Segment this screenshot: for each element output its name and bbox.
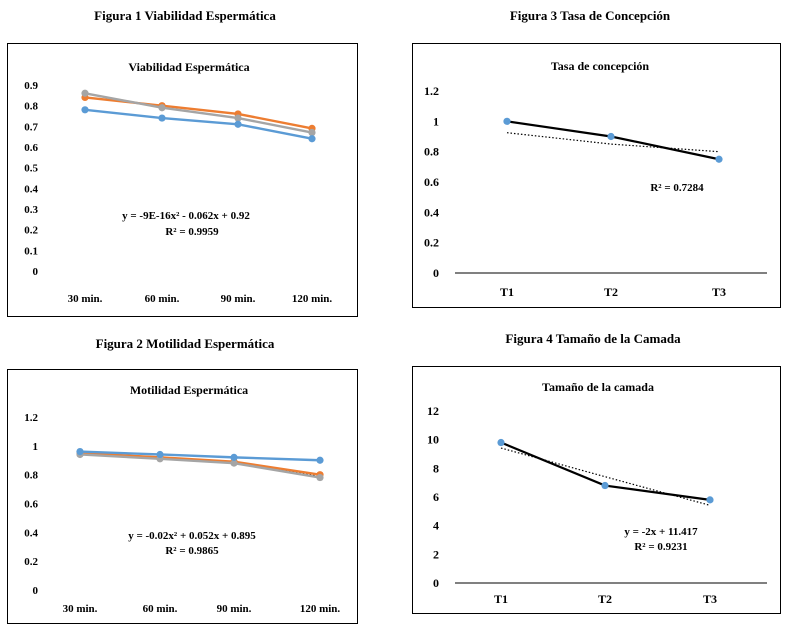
x-tick-label: 30 min. — [63, 603, 98, 615]
y-tick-label: 1 — [33, 441, 39, 453]
y-tick-label: 0 — [433, 576, 439, 590]
series-line-1 — [79, 451, 321, 476]
series-line-1 — [506, 120, 720, 161]
y-tick-label: 0.8 — [24, 101, 38, 113]
y-tick-label: 0 — [433, 266, 439, 280]
data-point-2-2 — [158, 104, 166, 112]
data-point-3-2 — [156, 450, 164, 459]
x-tick-label: T1 — [500, 285, 514, 299]
y-tick-label: 0 — [33, 266, 39, 278]
x-tick-label: T2 — [598, 592, 612, 606]
figure-1-caption: Figura 1 Viabilidad Espermática — [94, 8, 276, 23]
y-tick-label: 0.8 — [424, 145, 439, 159]
r-squared-label: R² = 0.9959 — [165, 226, 219, 238]
x-tick-label: 120 min. — [300, 603, 341, 615]
motilidad-chart: Motilidad Espermática 0 0.2 0.4 0.6 0.8 1 1.2 30… — [7, 369, 358, 624]
y-tick-label: 0.7 — [24, 121, 38, 133]
chart-title: Viabilidad Espermática — [128, 60, 249, 74]
data-point-2-4 — [316, 473, 324, 482]
data-point-1-2 — [601, 481, 609, 490]
x-tick-label: T3 — [712, 285, 726, 299]
y-tick-label: 0.4 — [24, 183, 38, 195]
chart-title: Tasa de concepción — [551, 59, 650, 73]
tasa-concepcion-chart: Tasa de concepción 0 0.2 0.4 0.6 0.8 1 1.2 T1 T2 T… — [412, 43, 781, 308]
data-point-3-1 — [76, 448, 84, 456]
y-tick-label: 2 — [433, 547, 439, 561]
tamano-camada-chart-svg: Tamaño de la camada 0 2 4 6 8 10 12 T1 T2 T3 y = -2… — [427, 380, 767, 606]
x-tick-label: 60 min. — [143, 603, 178, 615]
trendline-equation: y = -2x + 11.417 — [624, 526, 698, 538]
data-point-1-2 — [607, 132, 615, 141]
y-tick-label: 0.8 — [24, 470, 38, 482]
x-tick-label: 120 min. — [292, 293, 333, 305]
r-squared-label: R² = 0.9865 — [165, 545, 219, 557]
x-tick-label: 60 min. — [145, 293, 180, 305]
series-line-1 — [500, 441, 711, 501]
x-tick-label: T3 — [703, 592, 717, 606]
viabilidad-chart: Viabilidad Espermática 0 0.1 0.2 0.3 0.4 0.5 0.… — [7, 43, 358, 317]
y-tick-label: 6 — [433, 490, 439, 504]
x-tick-label: 30 min. — [68, 293, 103, 305]
chart-title: Tamaño de la camada — [542, 380, 654, 394]
x-tick-label: T2 — [604, 285, 618, 299]
data-point-2-3 — [234, 114, 242, 122]
y-tick-label: 0 — [33, 585, 39, 597]
data-point-3-3 — [234, 120, 242, 128]
y-tick-label: 1 — [433, 114, 439, 128]
motilidad-chart-svg: Motilidad Espermática 0 0.2 0.4 0.6 0.8 1 1.2 30… — [24, 383, 341, 615]
data-point-2-1 — [81, 89, 89, 97]
r-squared-label: R² = 0.7284 — [650, 182, 704, 194]
y-tick-label: 0.6 — [24, 499, 38, 511]
data-point-1-1 — [497, 438, 505, 447]
data-point-3-2 — [158, 114, 166, 122]
chart-title: Motilidad Espermática — [130, 383, 248, 397]
y-tick-label: 0.2 — [24, 225, 38, 237]
x-tick-label: 90 min. — [217, 603, 252, 615]
trendline-equation: y = -9E-16x² - 0.062x + 0.92 — [122, 210, 250, 222]
y-tick-label: 0.2 — [424, 236, 439, 250]
y-tick-label: 0.1 — [24, 245, 38, 257]
y-tick-label: 1.2 — [24, 412, 38, 424]
y-tick-label: 8 — [433, 461, 439, 475]
y-tick-label: 0.4 — [24, 527, 38, 539]
y-tick-label: 0.6 — [424, 175, 439, 189]
data-point-3-4 — [308, 135, 316, 143]
data-point-2-3 — [230, 459, 238, 467]
series-line-3 — [79, 450, 321, 462]
y-tick-label: 12 — [427, 404, 439, 418]
figure-3-caption: Figura 3 Tasa de Concepción — [509, 8, 671, 23]
y-tick-label: 0.9 — [24, 80, 38, 92]
series-line-2 — [79, 453, 321, 479]
r-squared-label: R² = 0.9231 — [634, 541, 687, 553]
x-tick-label: 90 min. — [221, 293, 256, 305]
data-point-3-1 — [81, 106, 89, 114]
data-point-3-3 — [230, 453, 238, 461]
tamano-camada-chart: Tamaño de la camada 0 2 4 6 8 10 12 T1 T2 T3 y = -2… — [412, 366, 781, 614]
data-point-3-4 — [316, 456, 324, 464]
y-tick-label: 0.4 — [424, 205, 439, 219]
figure-4-caption: Figura 4 Tamaño de la Camada — [505, 331, 681, 346]
y-tick-label: 0.6 — [24, 142, 38, 154]
y-tick-label: 0.3 — [24, 204, 38, 216]
y-tick-label: 1.2 — [424, 84, 439, 98]
y-tick-label: 10 — [427, 433, 439, 447]
y-tick-label: 4 — [433, 519, 439, 533]
data-point-1-3 — [706, 496, 714, 504]
series-line-3 — [84, 108, 313, 140]
x-tick-label: T1 — [494, 592, 508, 606]
trendline-equation: y = -0.02x² + 0.052x + 0.895 — [128, 530, 256, 542]
data-point-1-3 — [715, 155, 723, 163]
data-point-1-1 — [503, 117, 511, 125]
y-tick-label: 0.5 — [24, 163, 38, 175]
tasa-concepcion-chart-svg: Tasa de concepción 0 0.2 0.4 0.6 0.8 1 1.2 T1 T2 T… — [424, 59, 767, 299]
viabilidad-chart-svg: Viabilidad Espermática 0 0.1 0.2 0.3 0.4 0.5 0.… — [24, 60, 333, 305]
data-point-2-4 — [308, 128, 316, 137]
y-tick-label: 0.2 — [24, 556, 38, 568]
series-line-2 — [84, 92, 313, 134]
figure-2-caption: Figura 2 Motilidad Espermática — [95, 336, 275, 351]
